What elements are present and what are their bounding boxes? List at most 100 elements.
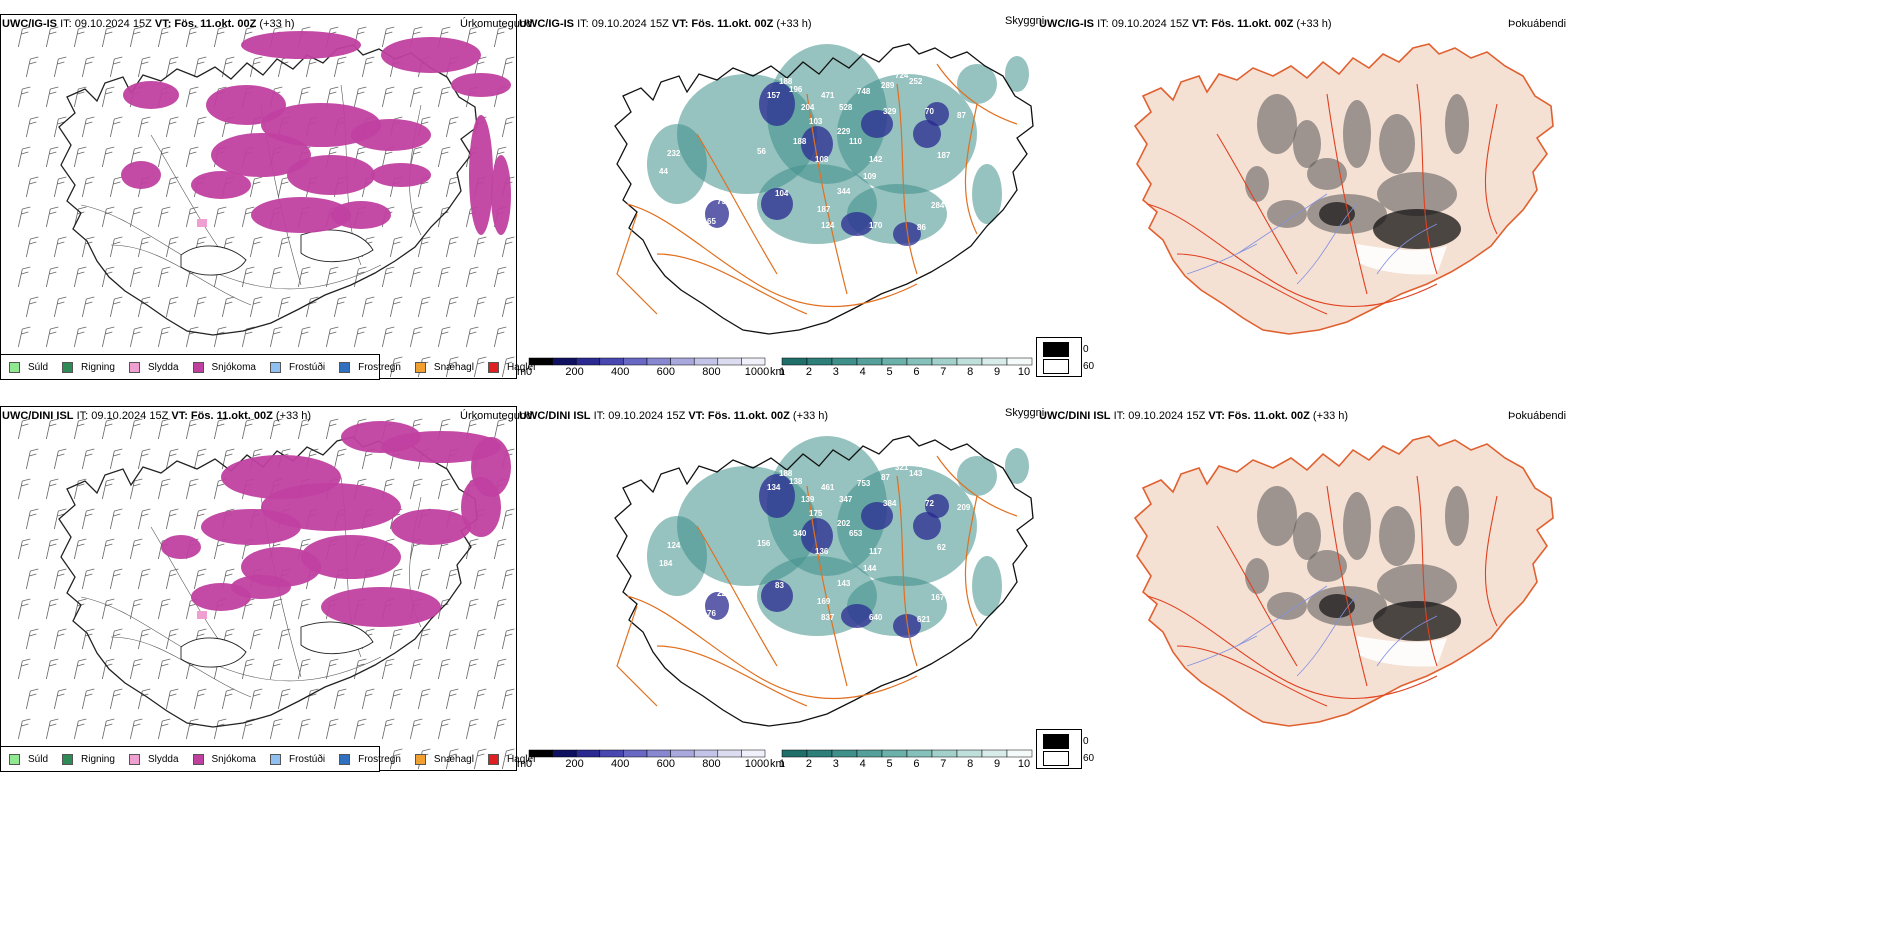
- colorbar-tick: 5: [886, 758, 892, 770]
- colorbar-segment: [646, 357, 671, 366]
- cloud-base-number: 139: [801, 495, 815, 504]
- colorbar-tick: 800: [702, 366, 720, 378]
- legend-label: Rigning: [81, 361, 115, 373]
- cloud-base-number: 104: [775, 189, 789, 198]
- colorbar-segment: [856, 357, 883, 366]
- colorbar-segment: [881, 749, 908, 758]
- cloud-base-number: 84: [687, 227, 696, 236]
- colorbar-tick: 8: [967, 758, 973, 770]
- colorbar-segment: [931, 357, 958, 366]
- colorbar-tick: 4: [860, 366, 866, 378]
- legend-item: Snæhagl: [414, 753, 474, 765]
- legend-label: Slydda: [147, 753, 179, 765]
- legend-label: Haglél: [506, 361, 536, 373]
- colorbar-height: m 0 200 400 600 800 1000: [517, 749, 769, 770]
- cloud-base-number: 471: [821, 91, 835, 100]
- cloud-base-number: 110: [923, 461, 936, 470]
- panel-title: UWC/DINI ISL IT: 09.10.2024 15Z VT: Fös.…: [2, 410, 312, 422]
- colorbar-segment: [981, 357, 1008, 366]
- legend-swatch: [9, 361, 20, 373]
- cloud-base-number: 124: [821, 221, 835, 230]
- legend-item: Rigning: [62, 361, 115, 373]
- cloud-base-number: 753: [857, 479, 871, 488]
- legend-item: Slydda: [128, 753, 179, 765]
- cloud-base-number: 143: [837, 579, 851, 588]
- cloud-base-number: 748: [857, 87, 871, 96]
- cloud-base-number: 188: [793, 137, 807, 146]
- colorbar-segment: [528, 749, 553, 758]
- cloud-base-number: 640: [869, 613, 883, 622]
- cloud-panel-row1: 188 157 196 204 471 528 748 289 724 252 704 103 229 3…: [517, 14, 1037, 359]
- cloud-base-number: 621: [917, 615, 931, 624]
- colorbar-segment: [906, 357, 933, 366]
- legend-swatch: [414, 361, 426, 373]
- legend-swatch: [339, 361, 351, 373]
- cloud-base-number: 188: [779, 77, 793, 86]
- cloud-base-number: 232: [667, 149, 681, 158]
- fog-panel-row1: [1037, 14, 1557, 359]
- colorbar-tick: 10: [1018, 758, 1030, 770]
- colorbar-segment: [670, 749, 695, 758]
- cloud-base-number: 86: [687, 619, 696, 628]
- legend-item: Súld: [9, 753, 48, 765]
- colorbar-segment: [552, 749, 577, 758]
- cloud-base-number: 86: [917, 223, 926, 232]
- colorbar-segment: [856, 749, 883, 758]
- colorbar-segment: [831, 749, 858, 758]
- panel-kind-label: Skyggni: [1005, 15, 1045, 27]
- panel-kind-label: Þokuábendi: [1508, 18, 1567, 30]
- colorbar-segment: [575, 357, 601, 366]
- fog-panel-row2: [1037, 406, 1557, 751]
- legend-label: Frostúði: [288, 361, 326, 373]
- colorbar-tick: 0: [526, 366, 532, 378]
- cloud-base-number: 134: [767, 483, 781, 492]
- colorbar-tick: 4: [860, 758, 866, 770]
- colorbar-tick: 2: [806, 758, 812, 770]
- colorbar-segment: [599, 357, 624, 366]
- panel-title: UWC/IG-IS IT: 09.10.2024 15Z VT: Fös. 11…: [2, 18, 295, 30]
- cloud-panel-row2: 188 134 138 139 461 347 753 87 321 143 110 175 202 38…: [517, 406, 1037, 751]
- cloud-base-number: 83: [775, 581, 784, 590]
- colorbar-tick: 1000: [745, 758, 769, 770]
- cloud-base-number: 344: [837, 187, 851, 196]
- colorbar-tick: 3: [833, 366, 839, 378]
- legend-swatch: [128, 361, 140, 373]
- cloud-base-number: 284: [931, 201, 945, 210]
- cloud-base-number: 110: [849, 137, 862, 146]
- legend-label: Snjókoma: [211, 753, 256, 765]
- cloud-base-number: 184: [659, 559, 673, 568]
- colorbar-segment: [806, 357, 833, 366]
- legend-swatch: [192, 361, 204, 373]
- colorbar-segment: [741, 749, 766, 758]
- precip-map: [17, 418, 515, 770]
- colorbar-tick: 1: [779, 366, 785, 378]
- cloud-base-number: 108: [815, 155, 829, 164]
- contrast-dark-label: 0: [1083, 344, 1089, 355]
- precip-legend: Súld Rigning Slydda Snjókoma Frostúði Frostre…: [0, 746, 535, 772]
- cloud-base-number: 252: [909, 77, 923, 86]
- colorbar-segment: [781, 749, 808, 758]
- cloud-base-number: 196: [789, 85, 803, 94]
- legend-label: Snæhagl: [433, 753, 474, 765]
- colorbar-tick: 5: [886, 366, 892, 378]
- cloud-base-number: 724: [895, 71, 909, 80]
- colorbar-tick: 6: [913, 758, 919, 770]
- panel-kind-label: Úrkomutegund: [460, 410, 533, 422]
- precip-type-panel-row2: [0, 406, 517, 771]
- cloud-base-number: 62: [937, 543, 946, 552]
- colorbar-segment: [623, 357, 648, 366]
- cloud-base-number: 44: [659, 167, 668, 176]
- colorbar-tick: 600: [657, 758, 675, 770]
- legend-label: Snæhagl: [433, 361, 474, 373]
- cloud-base-number: 103: [809, 117, 823, 126]
- legend-label: Frostregn: [358, 361, 401, 373]
- cloud-base-number: 56: [757, 147, 766, 156]
- colorbar-unit: m: [517, 366, 526, 378]
- cloud-base-number: 117: [869, 547, 882, 556]
- legend-item: Súld: [9, 361, 48, 373]
- cloud-base-number: 76: [707, 609, 716, 618]
- colorbar-tick: 200: [565, 366, 583, 378]
- colorbar-segment: [693, 357, 719, 366]
- legend-label: Rigning: [81, 753, 115, 765]
- cloud-base-number: 142: [869, 155, 883, 164]
